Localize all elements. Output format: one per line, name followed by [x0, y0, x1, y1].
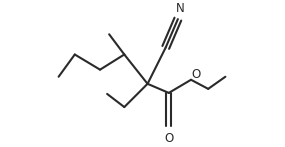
Text: N: N: [176, 1, 184, 15]
Text: O: O: [164, 132, 173, 145]
Text: O: O: [192, 68, 201, 81]
